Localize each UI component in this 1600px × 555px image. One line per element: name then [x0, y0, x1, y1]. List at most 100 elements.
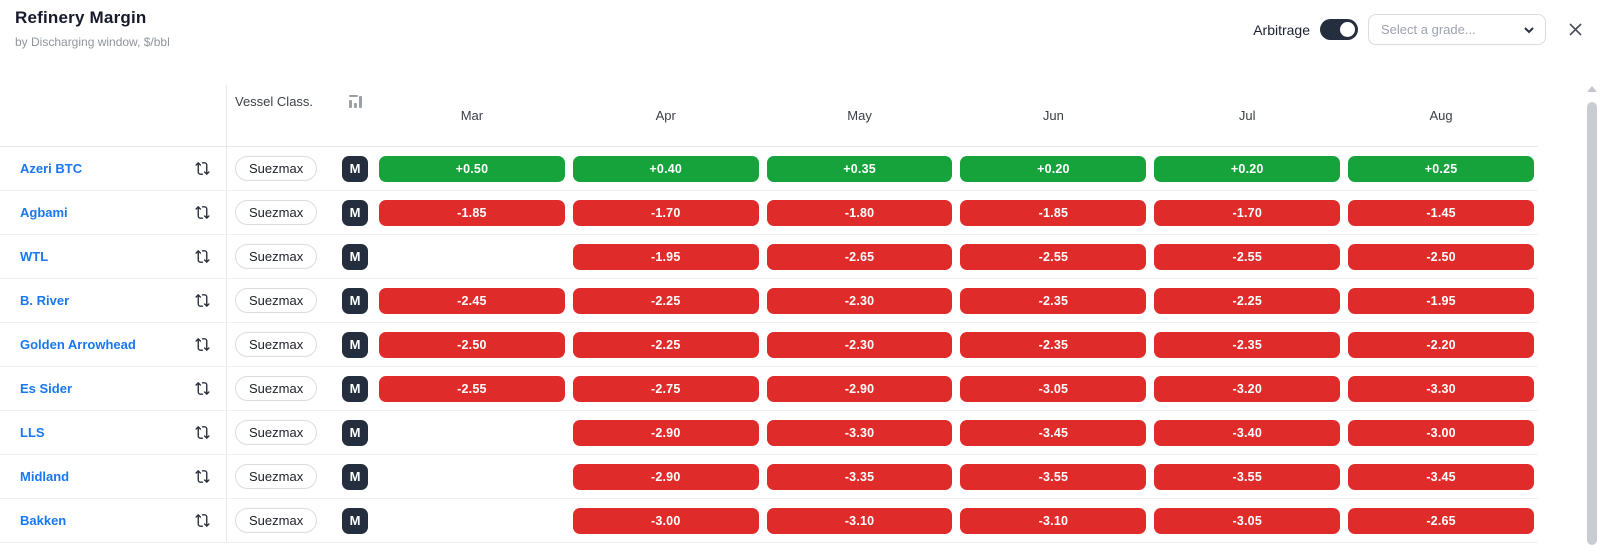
- margin-pill[interactable]: -2.50: [379, 331, 565, 358]
- swap-icon[interactable]: [194, 380, 211, 397]
- grade-select[interactable]: Select a grade...: [1368, 14, 1546, 45]
- margin-cell: +0.20: [956, 155, 1150, 182]
- margin-cell: -3.45: [1344, 463, 1538, 490]
- margin-cell: -3.00: [569, 507, 763, 534]
- grade-link[interactable]: Azeri BTC: [20, 161, 83, 176]
- grade-link[interactable]: Midland: [20, 469, 70, 484]
- margin-pill[interactable]: -1.95: [1348, 287, 1534, 314]
- margin-pill[interactable]: -3.40: [1154, 419, 1341, 446]
- margin-pill[interactable]: -2.20: [1348, 331, 1534, 358]
- margin-pill[interactable]: -1.45: [1348, 199, 1534, 226]
- margin-pill[interactable]: -3.00: [572, 507, 759, 534]
- margin-pill[interactable]: -2.30: [766, 287, 953, 314]
- vessel-class-cell: Suezmax: [227, 156, 335, 181]
- margin-pill[interactable]: -1.85: [379, 199, 565, 226]
- margin-pill[interactable]: -3.00: [1348, 419, 1534, 446]
- margin-pill[interactable]: -3.30: [1348, 375, 1534, 402]
- margin-pill[interactable]: -3.55: [960, 463, 1147, 490]
- margin-pill[interactable]: -3.30: [766, 419, 953, 446]
- margin-pill[interactable]: -2.50: [1348, 243, 1534, 270]
- vessel-class-cell: Suezmax: [227, 464, 335, 489]
- margin-pill[interactable]: -2.55: [379, 375, 565, 402]
- swap-icon[interactable]: [194, 336, 211, 353]
- margin-pill[interactable]: -2.35: [1154, 331, 1341, 358]
- margin-pill[interactable]: -2.45: [379, 287, 565, 314]
- swap-icon[interactable]: [194, 424, 211, 441]
- margin-pill[interactable]: +0.35: [766, 155, 953, 182]
- margin-pill[interactable]: -2.90: [572, 463, 759, 490]
- margin-pill[interactable]: -2.90: [572, 419, 759, 446]
- margin-cell: +0.35: [763, 155, 957, 182]
- margin-pill[interactable]: -2.75: [572, 375, 759, 402]
- vertical-scrollbar[interactable]: [1586, 86, 1598, 551]
- margin-pill[interactable]: -2.55: [960, 243, 1147, 270]
- table-row: WTL Suezmax M -1.95 -2.65 -2.55 -2.55 -2.50: [0, 235, 1538, 279]
- margin-pill[interactable]: +0.20: [1154, 155, 1341, 182]
- margin-cell: -3.35: [763, 463, 957, 490]
- grade-cell: WTL: [0, 235, 227, 278]
- margin-pill[interactable]: -2.55: [1154, 243, 1341, 270]
- margin-pill[interactable]: -1.85: [960, 199, 1147, 226]
- vessel-class-cell: Suezmax: [227, 200, 335, 225]
- margin-pill[interactable]: -3.20: [1154, 375, 1341, 402]
- close-icon[interactable]: [1564, 19, 1586, 41]
- grade-cell: LLS: [0, 411, 227, 454]
- margin-pill[interactable]: -3.05: [960, 375, 1147, 402]
- grade-link[interactable]: Agbami: [20, 205, 68, 220]
- margin-pill[interactable]: -2.25: [1154, 287, 1341, 314]
- margin-pill[interactable]: -2.65: [766, 243, 953, 270]
- margin-cell: -2.50: [1344, 243, 1538, 270]
- swap-icon[interactable]: [194, 160, 211, 177]
- margin-pill[interactable]: -3.55: [1154, 463, 1341, 490]
- margin-pill[interactable]: -3.05: [1154, 507, 1341, 534]
- grade-link[interactable]: Bakken: [20, 513, 67, 528]
- margin-pill[interactable]: -2.65: [1348, 507, 1534, 534]
- margin-pill[interactable]: -2.25: [572, 287, 759, 314]
- margin-pill[interactable]: -3.35: [766, 463, 953, 490]
- swap-icon[interactable]: [194, 512, 211, 529]
- margin-cell: -3.55: [1150, 463, 1344, 490]
- swap-icon[interactable]: [194, 468, 211, 485]
- arbitrage-toggle[interactable]: [1320, 19, 1358, 40]
- margin-cell: -2.55: [956, 243, 1150, 270]
- grade-link[interactable]: Es Sider: [20, 381, 73, 396]
- margin-pill[interactable]: -2.90: [766, 375, 953, 402]
- margin-cell: -1.85: [956, 199, 1150, 226]
- margin-pill[interactable]: -3.10: [960, 507, 1147, 534]
- margin-pill[interactable]: +0.25: [1348, 155, 1534, 182]
- month-header-jun: Jun: [1042, 108, 1064, 123]
- swap-icon[interactable]: [194, 204, 211, 221]
- grade-link[interactable]: B. River: [20, 293, 70, 308]
- delivery-badge: M: [342, 199, 368, 226]
- margin-cell: -2.30: [763, 287, 957, 314]
- grade-link[interactable]: WTL: [20, 249, 49, 264]
- margin-cell: -2.35: [956, 287, 1150, 314]
- margin-pill[interactable]: -2.35: [960, 287, 1147, 314]
- margin-cell: +0.25: [1344, 155, 1538, 182]
- margin-pill[interactable]: -3.45: [960, 419, 1147, 446]
- grade-link[interactable]: LLS: [20, 425, 45, 440]
- margin-pill[interactable]: -3.10: [766, 507, 953, 534]
- column-chart-icon[interactable]: [348, 95, 362, 108]
- swap-icon[interactable]: [194, 292, 211, 309]
- margin-pill[interactable]: -2.35: [960, 331, 1147, 358]
- margin-pill[interactable]: -1.95: [572, 243, 759, 270]
- m-badge-cell: M: [335, 155, 375, 182]
- margin-pill[interactable]: -1.80: [766, 199, 953, 226]
- scrollbar-thumb[interactable]: [1587, 102, 1597, 545]
- margin-pill[interactable]: +0.20: [960, 155, 1147, 182]
- margin-pill[interactable]: -3.45: [1348, 463, 1534, 490]
- margin-pill[interactable]: +0.50: [379, 155, 565, 182]
- margin-pill[interactable]: -1.70: [1154, 199, 1341, 226]
- margin-pill[interactable]: -2.25: [572, 331, 759, 358]
- scroll-up-arrow-icon[interactable]: [1587, 86, 1597, 92]
- margin-pill[interactable]: -2.30: [766, 331, 953, 358]
- grade-link[interactable]: Golden Arrowhead: [20, 337, 136, 352]
- m-badge-cell: M: [335, 331, 375, 358]
- header-controls: Arbitrage Select a grade...: [1253, 10, 1586, 49]
- margin-pill[interactable]: -1.70: [572, 199, 759, 226]
- margin-cell: -2.90: [569, 419, 763, 446]
- swap-icon[interactable]: [194, 248, 211, 265]
- margin-pill[interactable]: +0.40: [572, 155, 759, 182]
- margin-cell: -3.05: [956, 375, 1150, 402]
